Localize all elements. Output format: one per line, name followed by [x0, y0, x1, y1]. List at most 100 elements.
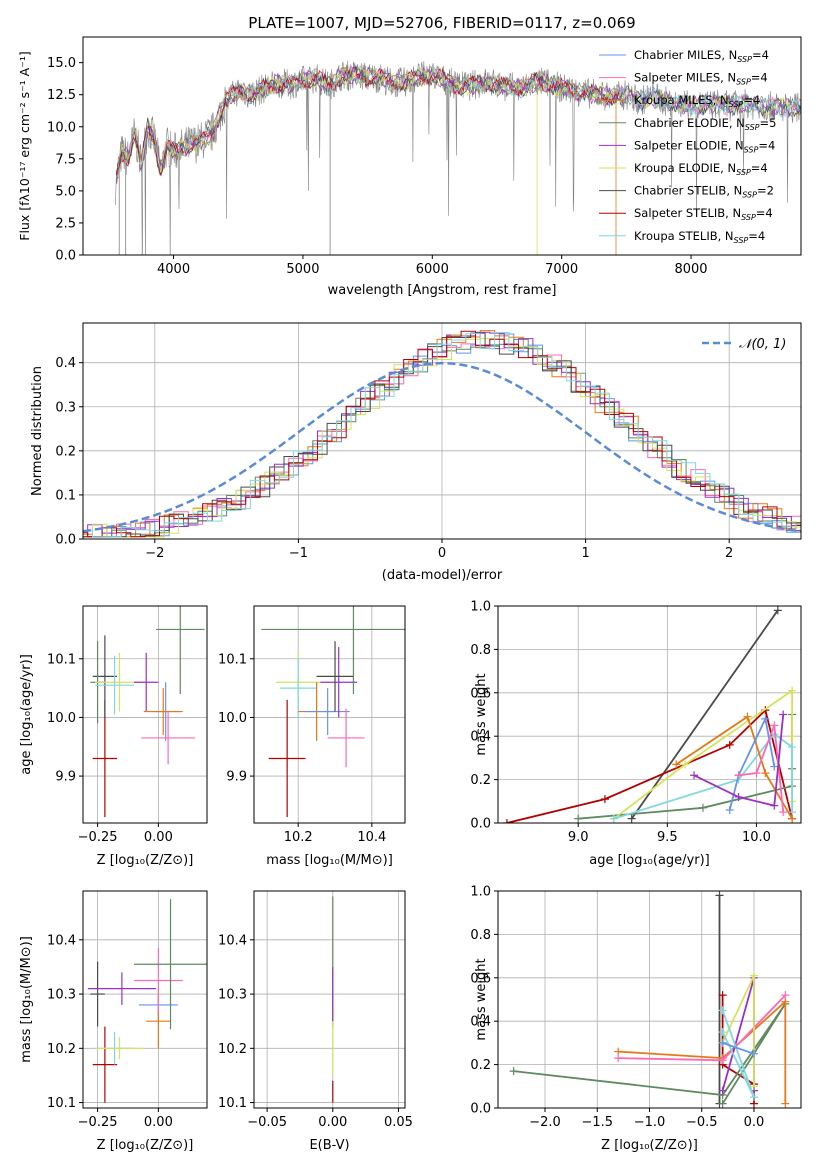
mass-vs-Z-ytick-label: 10.1 [47, 1096, 76, 1111]
residuals-xtick-label: −2 [145, 546, 164, 561]
massweight-vs-age-point-marker [752, 769, 761, 778]
massweight-vs-age-frame [497, 605, 802, 824]
massweight-vs-Z-xlabel: Z [log₁₀(Z/Z⊙)] [601, 1138, 698, 1153]
mass-vs-Z-panel: −0.25 0.00 10.1 10.2 10.3 10.4 Z [log₁₀(Z/Z⊙)]… [19, 890, 208, 1153]
mass-vs-EBV-xtick-label: 0.00 [318, 1115, 347, 1130]
massweight-vs-age-point-marker [770, 721, 779, 730]
spectrum-xtick-label: 6000 [416, 262, 449, 277]
mass-vs-EBV-panel: −0.05 0.00 0.05 10.1 10.2 10.3 10.4 E(B-V) [218, 890, 413, 1153]
residuals-ytick-label: 0.1 [55, 488, 76, 503]
massweight-vs-age-point-marker [788, 686, 797, 695]
massweight-vs-age-marks [502, 606, 797, 823]
spectrum-ytick-label: 12.5 [47, 88, 76, 103]
massweight-vs-age-point-marker [761, 769, 770, 778]
massweight-vs-age-series-line [613, 688, 793, 820]
massweight-vs-Z-point-marker [718, 1006, 727, 1015]
spectrum-ytick-label: 0.0 [55, 249, 76, 264]
spectrum-legend-label: Kroupa MILES, NSSP=4 [634, 93, 760, 109]
massweight-vs-Z-xtick-label: −0.5 [686, 1115, 718, 1130]
age-vs-mass-ytick-label: 10.1 [218, 652, 247, 667]
residuals-xtick-label: 1 [581, 546, 589, 561]
massweight-vs-age-ytick-label: 0.0 [470, 817, 491, 832]
residuals-ytick-label: 0.4 [55, 356, 76, 371]
spectrum-ylabel: Flux [fλ10⁻¹⁷ erg cm⁻² s⁻¹ A⁻¹] [17, 51, 32, 240]
residuals-ytick-label: 0.2 [55, 444, 76, 459]
massweight-vs-Z-point-marker [718, 1056, 727, 1065]
mass-vs-Z-xlabel: Z [log₁₀(Z/Z⊙)] [97, 1138, 194, 1153]
massweight-vs-Z-point-marker [718, 1086, 727, 1095]
residuals-grid [83, 323, 801, 540]
mass-vs-EBV-ytick-label: 10.3 [218, 988, 247, 1003]
residuals-ytick-label: 0.0 [55, 533, 76, 548]
age-vs-mass-ytick-label: 9.9 [226, 770, 247, 785]
massweight-vs-age-point-marker [502, 819, 511, 823]
massweight-vs-Z-panel: −2.0 −1.5 −1.0 −0.5 0.0 0.0 0.2 0.4 0.6 0.8 1.0 Z [… [470, 885, 802, 1153]
mass-vs-Z-ylabel: mass [log₁₀(M/M⊙)] [19, 936, 34, 1063]
spectrum-legend-label: Chabrier STELIB, NSSP=2 [634, 184, 774, 200]
massweight-vs-age-series-line [675, 715, 793, 820]
spectrum-ytick-label: 2.5 [55, 216, 76, 231]
residuals-xlabel: (data-model)/error [382, 568, 503, 583]
residuals-gaussian-curve [83, 361, 801, 533]
residuals-xtick-label: 2 [725, 546, 733, 561]
mass-vs-Z-marks [87, 899, 207, 1103]
age-vs-mass-xlabel: mass [log₁₀(M/M⊙)] [266, 853, 393, 868]
spectrum-x-ticks: 4000 5000 6000 7000 8000 [157, 255, 708, 277]
spectrum-ytick-label: 15.0 [47, 56, 76, 71]
massweight-vs-Z-point-marker [749, 1093, 758, 1102]
mass-vs-Z-xtick-label: 0.00 [144, 1115, 173, 1130]
spectrum-data-line [115, 60, 801, 255]
age-vs-Z-xtick-label: −0.25 [78, 830, 118, 845]
massweight-vs-age-xtick-label: 9.0 [568, 830, 589, 845]
massweight-vs-age-ytick-label: 0.2 [470, 773, 491, 788]
massweight-vs-Z-ylabel: mass weight [474, 958, 489, 1040]
massweight-vs-age-panel: 9.0 9.5 10.0 0.0 0.2 0.4 0.6 0.8 1.0 age [log₁₀(a… [470, 600, 802, 868]
massweight-vs-Z-xtick-label: −2.0 [529, 1115, 561, 1130]
mass-vs-Z-xtick-label: −0.25 [78, 1115, 118, 1130]
massweight-vs-Z-point-marker [749, 971, 758, 980]
mass-vs-EBV-ytick-label: 10.2 [218, 1042, 247, 1057]
massweight-vs-Z-ytick-label: 0.8 [470, 928, 491, 943]
spectrum-model-line [116, 65, 801, 178]
age-vs-mass-ytick-label: 10.0 [218, 711, 247, 726]
massweight-vs-age-point-marker [788, 814, 797, 823]
massweight-vs-Z-ytick-label: 0.0 [470, 1102, 491, 1117]
massweight-vs-age-ylabel: mass weight [474, 673, 489, 755]
massweight-vs-age-xtick-label: 10.0 [742, 830, 771, 845]
massweight-vs-Z-point-marker [614, 1054, 623, 1063]
massweight-vs-Z-series-line [722, 1042, 755, 1055]
spectrum-xtick-label: 8000 [674, 262, 707, 277]
age-vs-Z-frame [82, 605, 208, 824]
mass-vs-Z-ytick-label: 10.2 [47, 1042, 76, 1057]
residuals-legend-label: 𝒩(0, 1) [739, 337, 786, 352]
spectrum-legend-label: Chabrier MILES, NSSP=4 [634, 48, 769, 64]
spectrum-legend-label: Chabrier ELODIE, NSSP=5 [634, 116, 776, 132]
massweight-vs-Z-point-marker [718, 1038, 727, 1047]
spectrum-legend-label: Salpeter STELIB, NSSP=4 [634, 206, 773, 222]
age-vs-mass-panel: 10.2 10.4 9.9 10.0 10.1 mass [log₁₀(M/M⊙)] [218, 605, 406, 868]
residuals-histogram-line [83, 343, 801, 538]
age-vs-Z-panel: −0.25 0.00 9.9 10.0 10.1 Z [log₁₀(Z/Z⊙)] age [… [19, 605, 208, 868]
spectrum-frame [82, 36, 802, 256]
residuals-ytick-label: 0.3 [55, 400, 76, 415]
massweight-vs-Z-point-marker [715, 891, 724, 900]
age-vs-mass-xtick-label: 10.2 [284, 830, 313, 845]
massweight-vs-age-point-marker [725, 740, 734, 749]
mass-vs-EBV-xtick-label: −0.05 [247, 1115, 287, 1130]
massweight-vs-age-point-marker [761, 714, 770, 723]
age-vs-Z-ytick-label: 9.9 [55, 770, 76, 785]
massweight-vs-Z-point-marker [509, 1067, 518, 1076]
massweight-vs-age-point-marker [788, 732, 797, 741]
spectrum-ytick-label: 10.0 [47, 120, 76, 135]
spectrum-xlabel: wavelength [Angstrom, rest frame] [328, 283, 557, 298]
massweight-vs-age-point-marker [734, 792, 743, 801]
mass-vs-Z-frame [82, 890, 208, 1109]
massweight-vs-age-ytick-label: 0.8 [470, 643, 491, 658]
massweight-vs-age-point-marker [788, 743, 797, 752]
residuals-legend: 𝒩(0, 1) [702, 337, 786, 352]
massweight-vs-age-ytick-label: 0.4 [470, 730, 491, 745]
massweight-vs-age-point-marker [609, 814, 618, 823]
age-vs-Z-ylabel: age [log₁₀(age/yr)] [19, 654, 34, 775]
massweight-vs-Z-point-marker [718, 991, 727, 1000]
